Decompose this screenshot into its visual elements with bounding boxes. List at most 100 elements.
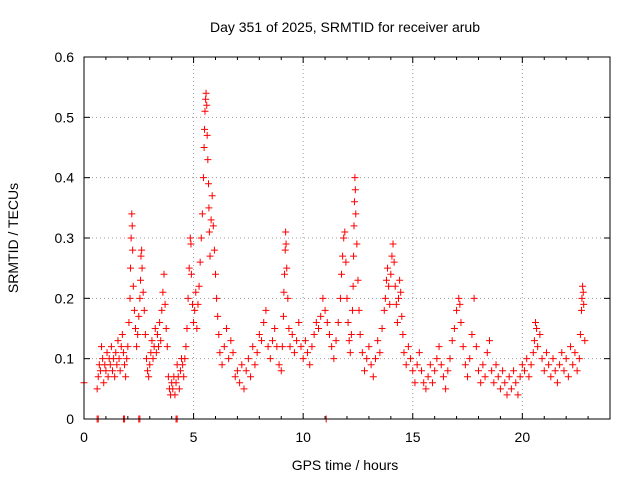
data-point — [203, 101, 211, 109]
data-point — [280, 288, 288, 296]
data-point — [365, 343, 373, 351]
data-point — [278, 343, 286, 351]
chart-title: Day 351 of 2025, SRMTID for receiver aru… — [210, 19, 480, 35]
data-point — [262, 306, 270, 314]
data-point — [492, 361, 500, 369]
data-point — [355, 306, 363, 314]
data-point — [456, 300, 464, 308]
data-point — [279, 312, 287, 320]
data-point — [190, 318, 198, 326]
data-point — [350, 252, 358, 260]
data-point — [204, 156, 212, 164]
data-point — [180, 373, 188, 381]
data-point — [129, 246, 137, 254]
data-point — [191, 306, 199, 314]
data-point — [301, 337, 309, 345]
data-point — [182, 343, 190, 351]
data-point — [284, 294, 292, 302]
data-point — [457, 318, 465, 326]
data-point — [342, 258, 350, 266]
data-point — [450, 325, 458, 332]
data-point — [156, 318, 164, 326]
data-point — [205, 204, 213, 212]
data-point — [162, 325, 170, 332]
data-point — [244, 355, 252, 363]
data-point — [547, 373, 555, 381]
data-point — [391, 282, 399, 290]
data-point — [133, 343, 141, 351]
data-point — [247, 373, 255, 381]
data-point — [242, 367, 250, 375]
data-point — [483, 349, 491, 357]
data-point — [380, 306, 388, 314]
data-point — [137, 252, 145, 260]
data-point — [485, 337, 493, 345]
data-point — [371, 355, 379, 363]
data-point — [310, 331, 318, 339]
data-point — [281, 246, 289, 254]
data-point — [195, 282, 203, 290]
data-point — [424, 373, 432, 381]
y-tick-label: 0.4 — [55, 170, 75, 186]
data-point — [382, 276, 390, 284]
data-point — [579, 282, 587, 290]
data-point — [323, 318, 331, 326]
data-point — [121, 361, 129, 369]
data-point — [288, 331, 296, 339]
data-point — [571, 349, 579, 357]
data-point — [157, 337, 165, 345]
data-point — [507, 385, 515, 393]
data-point — [107, 343, 115, 351]
data-point — [573, 367, 581, 375]
data-point — [461, 361, 469, 369]
data-point — [351, 174, 359, 182]
data-point — [397, 288, 405, 296]
data-point — [385, 282, 393, 290]
data-point — [108, 367, 116, 375]
data-point — [352, 210, 360, 218]
data-point — [137, 276, 145, 284]
data-point — [144, 367, 152, 375]
data-point — [93, 385, 101, 393]
data-point — [415, 349, 423, 357]
data-point — [530, 337, 538, 345]
y-tick-label: 0.5 — [55, 109, 75, 125]
data-point — [132, 325, 140, 332]
data-point — [158, 306, 166, 314]
data-point — [115, 355, 123, 363]
data-point — [181, 355, 189, 363]
data-point — [205, 228, 213, 236]
data-point — [514, 391, 522, 399]
data-point — [183, 325, 191, 332]
data-point — [139, 288, 147, 296]
data-point — [374, 337, 382, 345]
data-point — [148, 337, 156, 345]
data-point — [488, 367, 496, 375]
data-point — [185, 264, 193, 272]
data-point — [400, 349, 408, 357]
data-point — [240, 385, 248, 393]
y-tick-label: 0 — [66, 411, 74, 427]
data-point — [564, 373, 572, 381]
data-point — [233, 367, 241, 375]
data-point — [470, 294, 478, 302]
data-point — [102, 367, 110, 375]
data-point — [283, 264, 291, 272]
x-tick-label: 0 — [80, 429, 88, 445]
data-point — [575, 355, 583, 363]
data-point — [529, 349, 537, 357]
data-point — [113, 361, 121, 369]
data-point — [202, 89, 210, 97]
data-point — [136, 294, 144, 302]
data-point — [304, 349, 312, 357]
data-point — [319, 294, 327, 302]
data-point — [562, 355, 570, 363]
data-point — [130, 306, 138, 314]
data-point — [275, 361, 283, 369]
data-point — [475, 367, 482, 375]
x-axis-label: GPS time / hours — [292, 457, 399, 473]
data-point — [94, 373, 102, 381]
data-point — [418, 367, 426, 375]
data-point — [268, 337, 276, 345]
data-point — [556, 361, 564, 369]
